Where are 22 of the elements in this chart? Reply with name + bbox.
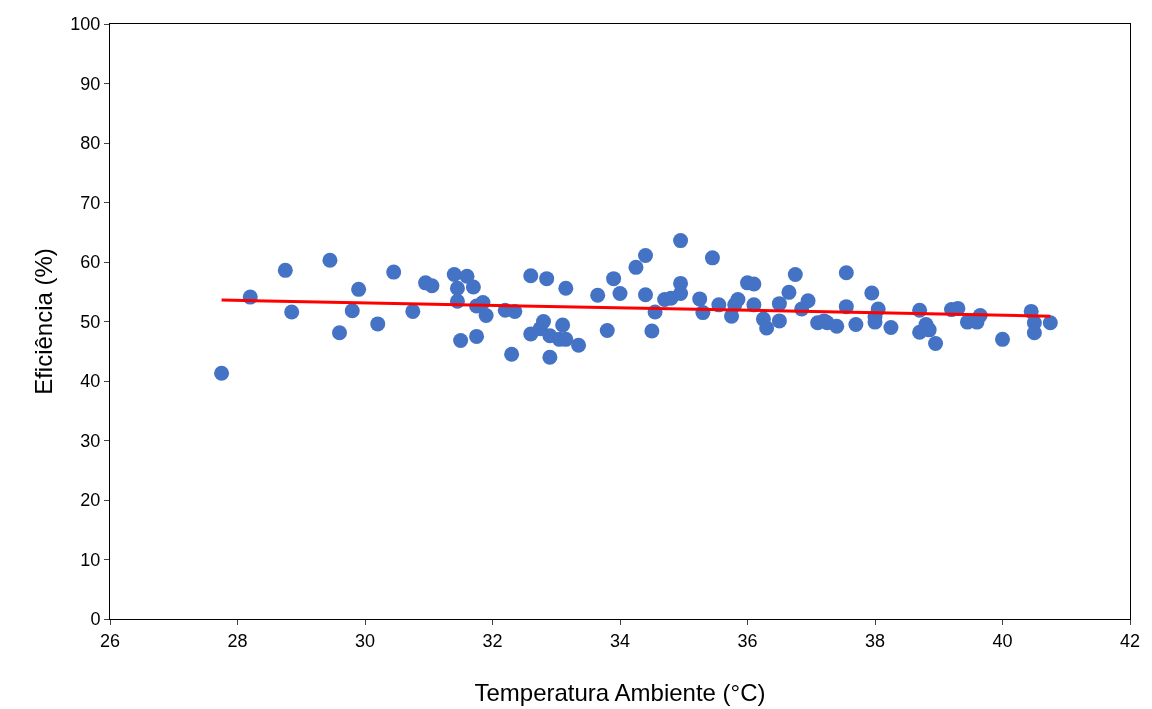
x-tick-label: 36 (737, 630, 758, 651)
y-tick-label: 30 (80, 430, 101, 451)
y-tick-label: 60 (80, 252, 101, 273)
x-tick-label: 26 (99, 630, 121, 651)
x-tick-label: 32 (482, 630, 503, 651)
x-tick-label: 30 (354, 630, 376, 651)
y-tick-label: 90 (80, 73, 101, 94)
y-tick-label: 50 (80, 311, 101, 332)
y-tick-label: 0 (90, 609, 101, 630)
x-tick-label: 42 (1119, 630, 1141, 651)
y-tick-label: 10 (80, 549, 101, 570)
y-axis-title: Eficiência (%) (30, 248, 57, 395)
y-tick-label: 70 (80, 192, 101, 213)
y-tick-label: 100 (70, 14, 101, 35)
y-tick-label: 20 (80, 490, 101, 511)
y-tick-label: 40 (80, 371, 101, 392)
y-tick-label: 80 (80, 133, 101, 154)
x-tick-label: 28 (227, 630, 248, 651)
x-tick-label: 38 (864, 630, 886, 651)
x-tick-label: 34 (609, 630, 631, 651)
x-axis-title: Temperatura Ambiente (°C) (474, 679, 766, 706)
x-tick-label: 40 (992, 630, 1013, 651)
